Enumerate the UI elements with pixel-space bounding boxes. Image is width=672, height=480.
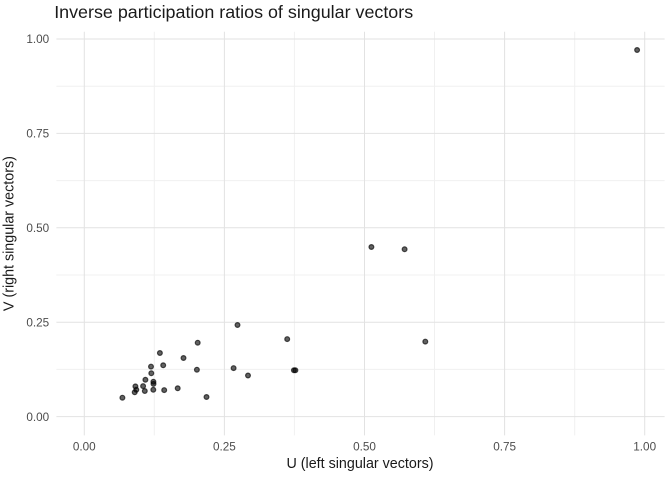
svg-text:Inverse participation ratios o: Inverse participation ratios of singular… [54,2,413,22]
svg-text:0.25: 0.25 [213,441,236,454]
svg-text:0.50: 0.50 [26,222,49,235]
svg-text:1.00: 1.00 [633,441,656,454]
svg-text:0.25: 0.25 [26,316,49,329]
svg-text:0.75: 0.75 [493,441,516,454]
svg-text:1.00: 1.00 [26,33,49,46]
svg-text:U (left singular vectors): U (left singular vectors) [287,456,434,472]
svg-text:0.75: 0.75 [26,128,49,141]
svg-text:V (right singular vectors): V (right singular vectors) [2,156,18,311]
svg-text:0.00: 0.00 [26,411,49,424]
svg-text:0.00: 0.00 [73,441,96,454]
svg-text:0.50: 0.50 [353,441,376,454]
